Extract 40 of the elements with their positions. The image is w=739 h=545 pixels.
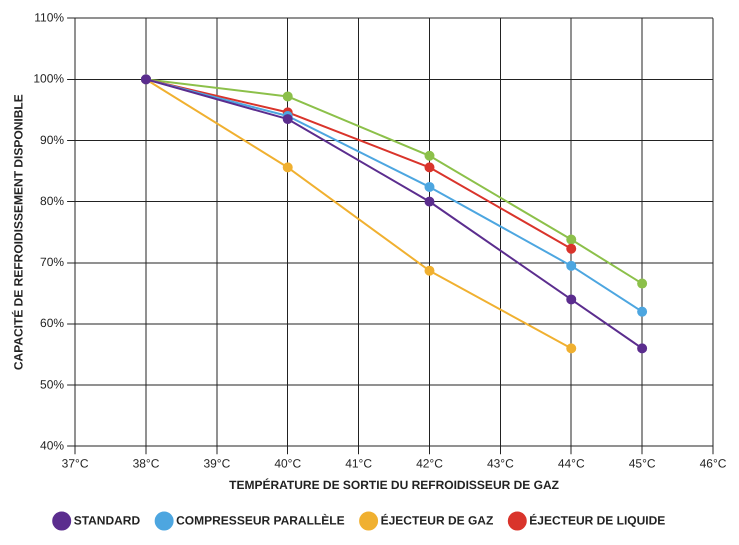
point <box>282 114 293 124</box>
point <box>282 162 293 172</box>
legend-label: ÉJECTEUR DE LIQUIDE <box>529 513 666 528</box>
x-tick-label: 45°C <box>628 456 656 471</box>
point <box>424 196 434 207</box>
y-tick-label: 50% <box>40 377 64 392</box>
x-tick-label: 41°C <box>345 456 372 471</box>
x-tick-label: 39°C <box>203 456 231 471</box>
x-tick-label: 40°C <box>274 456 302 471</box>
legend-label: STANDARD <box>74 513 140 528</box>
point <box>566 234 576 245</box>
point <box>566 343 576 354</box>
y-tick-label: 60% <box>40 316 64 330</box>
point <box>424 182 434 192</box>
y-tick-label: 40% <box>40 438 64 453</box>
y-axis-title: CAPACITÉ DE REFROIDISSEMENT DISPONIBLE <box>12 94 26 370</box>
x-tick-label: 46°C <box>700 456 727 471</box>
x-tick-label: 38°C <box>132 456 160 471</box>
y-tick-label: 110% <box>34 10 64 25</box>
point <box>282 91 293 102</box>
y-tick-label: 90% <box>40 132 64 147</box>
point <box>637 278 648 289</box>
y-tick-label: 80% <box>40 194 64 208</box>
point <box>424 150 434 161</box>
point <box>637 306 648 317</box>
x-tick-label: 43°C <box>486 456 514 471</box>
point <box>566 294 576 304</box>
x-tick-label: 44°C <box>558 456 585 471</box>
point <box>566 260 576 271</box>
point <box>424 162 434 172</box>
legend-label: ÉJECTEUR DE GAZ <box>380 513 494 528</box>
x-tick-label: 42°C <box>416 456 444 471</box>
legend-label: COMPRESSEUR PARALLÈLE <box>176 513 345 528</box>
x-tick-label: 37°C <box>62 456 89 471</box>
point <box>637 343 648 354</box>
y-tick-label: 70% <box>40 255 64 270</box>
x-axis-title: TEMPÉRATURE DE SORTIE DU REFROIDISSEUR DE GAZ <box>229 478 559 492</box>
point <box>424 266 434 276</box>
y-tick-label: 100% <box>33 72 64 86</box>
point <box>566 244 576 254</box>
